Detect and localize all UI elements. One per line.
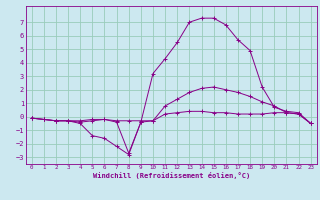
X-axis label: Windchill (Refroidissement éolien,°C): Windchill (Refroidissement éolien,°C) — [92, 172, 250, 179]
